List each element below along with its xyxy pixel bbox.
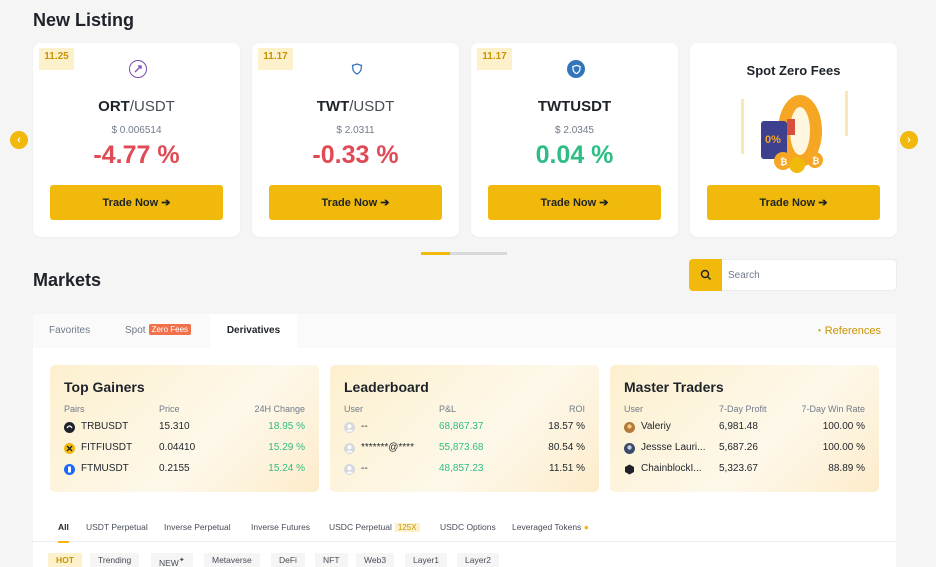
- svg-text:₿: ₿: [780, 157, 787, 167]
- leaderboard-title: Leaderboard: [344, 379, 429, 395]
- promo-title: Spot Zero Fees: [746, 63, 841, 78]
- search-input[interactable]: [728, 266, 888, 284]
- tab-favorites[interactable]: Favorites: [49, 325, 91, 336]
- listing-change: -0.33 %: [312, 141, 399, 169]
- trade-now-button[interactable]: Trade Now ➔: [269, 185, 442, 220]
- svg-text:0%: 0%: [765, 134, 781, 146]
- column-header: 7-Day Win Rate: [801, 404, 865, 414]
- sparkle-icon: ✦: [178, 557, 185, 564]
- column-header: 24H Change: [254, 404, 305, 414]
- column-header: ROI: [568, 404, 585, 414]
- column-header: Price: [159, 404, 180, 414]
- chip-web3[interactable]: Web3: [356, 553, 395, 567]
- carousel-next-arrow-icon[interactable]: ›: [900, 131, 918, 149]
- column-header: 7-Day Profit: [719, 404, 767, 414]
- listing-pair: ORT/USDT: [98, 98, 175, 115]
- references-link[interactable]: ◔ References: [815, 325, 881, 337]
- pie-chart-icon: ◔: [815, 326, 822, 337]
- avatar-icon: [624, 422, 635, 433]
- market-search: [689, 259, 897, 291]
- chip-layer1[interactable]: Layer1: [405, 553, 447, 567]
- search-icon[interactable]: [689, 259, 722, 291]
- leverage-badge: 125X: [394, 523, 420, 532]
- hexagon-avatar-icon: [624, 464, 635, 475]
- table-row[interactable]: -- 48,857.23 11.51 %: [330, 463, 599, 478]
- tab-spot[interactable]: Spot Zero Fees: [125, 314, 192, 348]
- listing-card-twt: 11.17 TWT/USDT $ 2.0311 -0.33 % Trade No…: [252, 43, 459, 237]
- top-gainers-title: Top Gainers: [64, 379, 145, 395]
- table-row[interactable]: ChainblockI... 5,323.67 88.89 %: [610, 463, 879, 478]
- listing-date: 11.17: [477, 48, 512, 70]
- carousel-prev-arrow-icon[interactable]: ‹: [10, 131, 28, 149]
- carousel-indicator-track[interactable]: [450, 252, 507, 255]
- column-header: User: [624, 404, 644, 414]
- svg-text:₿: ₿: [812, 156, 819, 166]
- column-header: User: [344, 404, 364, 414]
- chip-nft[interactable]: NFT: [315, 553, 348, 567]
- zero-fees-badge: Zero Fees: [148, 324, 192, 335]
- trade-now-button[interactable]: Trade Now ➔: [488, 185, 661, 220]
- subtab-leveraged-tokens[interactable]: Leveraged Tokens ●: [512, 522, 589, 532]
- chip-defi[interactable]: DeFi: [271, 553, 305, 567]
- listing-pair: TWTUSDT: [537, 98, 612, 115]
- chip-trending[interactable]: Trending: [90, 553, 140, 567]
- chip-new[interactable]: NEW✦: [151, 553, 193, 567]
- listing-date: 11.17: [258, 48, 293, 70]
- table-row[interactable]: Jessse Lauri... 5,687.26 100.00 %: [610, 442, 879, 457]
- listing-price: $ 2.0345: [555, 125, 594, 136]
- listing-change: 0.04 %: [535, 141, 614, 169]
- carousel-indicator-active[interactable]: [421, 252, 450, 255]
- leaderboard-box: Leaderboard User P&L ROI -- 68,867.37 18…: [330, 365, 599, 492]
- table-row[interactable]: *******@**** 55,873.68 80.54 %: [330, 442, 599, 457]
- ort-coin-icon: [129, 60, 147, 78]
- derivatives-subtabs: All USDT Perpetual Inverse Perpetual Inv…: [33, 514, 896, 543]
- table-row[interactable]: FITFIUSDT 0.04410 15.29 %: [50, 442, 319, 457]
- table-row[interactable]: TRBUSDT 15.310 18.95 %: [50, 421, 319, 436]
- column-header: Pairs: [64, 404, 85, 414]
- subtab-inverse-futures[interactable]: Inverse Futures: [251, 522, 311, 532]
- subtab-inverse-perpetual[interactable]: Inverse Perpetual: [164, 522, 231, 532]
- promo-card: Spot Zero Fees 0% ₿ ₿ Trade Now ➔: [690, 43, 897, 237]
- twt-shield-icon: [567, 60, 585, 78]
- listing-card-ort: 11.25 ORT/USDT $ 0.006514 -4.77 % Trade …: [33, 43, 240, 237]
- trade-now-button[interactable]: Trade Now ➔: [707, 185, 880, 220]
- chip-hot[interactable]: HOT: [48, 553, 82, 567]
- table-row[interactable]: Valeriy 6,981.48 100.00 %: [610, 421, 879, 436]
- new-listing-title: New Listing: [33, 10, 135, 30]
- avatar-icon: [344, 464, 355, 475]
- subtab-usdt-perpetual[interactable]: USDT Perpetual: [86, 522, 148, 532]
- listing-change: -4.77 %: [93, 141, 180, 169]
- table-row[interactable]: -- 68,867.37 18.57 %: [330, 421, 599, 436]
- listing-card-twtusdt: 11.17 TWTUSDT $ 2.0345 0.04 % Trade Now …: [471, 43, 678, 237]
- ftm-coin-icon: [64, 464, 75, 475]
- avatar-icon: [624, 443, 635, 454]
- markets-panel: Favorites Spot Zero Fees Derivatives ◔ Re…: [33, 314, 896, 567]
- chip-layer2[interactable]: Layer2: [457, 553, 499, 567]
- avatar-icon: [344, 443, 355, 454]
- subtab-usdc-perpetual[interactable]: USDC Perpetual 125X: [329, 522, 420, 532]
- twt-shield-icon: [348, 60, 366, 78]
- flame-icon: ●: [583, 522, 589, 532]
- markets-title: Markets: [33, 270, 102, 290]
- zero-fees-illustration: 0% ₿ ₿: [741, 91, 848, 173]
- master-traders-box: Master Traders User 7-Day Profit 7-Day W…: [610, 365, 879, 492]
- tab-derivatives[interactable]: Derivatives: [210, 314, 297, 348]
- avatar-icon: [344, 422, 355, 433]
- listing-pair: TWT/USDT: [316, 98, 395, 115]
- listing-price: $ 2.0311: [336, 125, 375, 136]
- listing-price: $ 0.006514: [111, 125, 162, 136]
- listing-date: 11.25: [39, 48, 74, 70]
- column-header: P&L: [439, 404, 457, 414]
- subtab-all[interactable]: All: [58, 522, 69, 543]
- table-row[interactable]: FTMUSDT 0.2155 15.24 %: [50, 463, 319, 478]
- master-traders-title: Master Traders: [624, 379, 724, 395]
- fitfi-coin-icon: [64, 443, 75, 454]
- chip-metaverse[interactable]: Metaverse: [204, 553, 260, 567]
- top-gainers-box: Top Gainers Pairs Price 24H Change TRBUS…: [50, 365, 319, 492]
- trade-now-button[interactable]: Trade Now ➔: [50, 185, 223, 220]
- subtab-usdc-options[interactable]: USDC Options: [440, 522, 496, 532]
- trb-coin-icon: [64, 422, 75, 433]
